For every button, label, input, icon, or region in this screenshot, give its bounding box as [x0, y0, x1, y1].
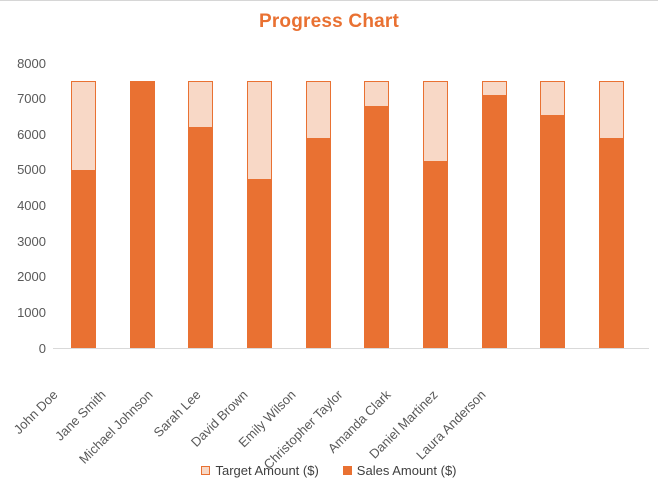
y-tick-label: 3000	[17, 233, 46, 249]
sales-bar	[423, 160, 449, 348]
y-tick-label: 1000	[17, 304, 46, 320]
legend-item-target: Target Amount ($)	[201, 463, 319, 478]
sales-bar	[540, 114, 566, 348]
y-tick-label: 5000	[17, 162, 46, 178]
x-axis-line	[53, 348, 649, 349]
sales-bar	[305, 137, 331, 348]
chart-title: Progress Chart	[258, 11, 400, 32]
y-tick-label: 0	[38, 340, 46, 356]
y-tick-label: 7000	[17, 91, 46, 107]
y-tick-label: 2000	[17, 269, 46, 285]
y-tick-label: 6000	[17, 126, 46, 142]
target-swatch-icon	[201, 466, 211, 475]
legend-label-target: Target Amount ($)	[215, 463, 319, 478]
y-tick-label: 4000	[17, 198, 46, 213]
sales-bar	[129, 80, 155, 348]
legend-item-sales: Sales Amount ($)	[342, 463, 457, 478]
legend-label-sales: Sales Amount ($)	[356, 463, 457, 478]
sales-bar	[364, 105, 390, 348]
sales-bar	[246, 178, 272, 348]
sales-swatch-icon	[342, 466, 352, 475]
sales-bar	[188, 127, 214, 348]
sales-bar	[70, 169, 96, 348]
sales-bar	[599, 137, 625, 348]
sales-bar	[481, 95, 507, 348]
y-tick-label: 8000	[17, 55, 46, 71]
legend: Target Amount ($) Sales Amount ($)	[0, 463, 658, 478]
